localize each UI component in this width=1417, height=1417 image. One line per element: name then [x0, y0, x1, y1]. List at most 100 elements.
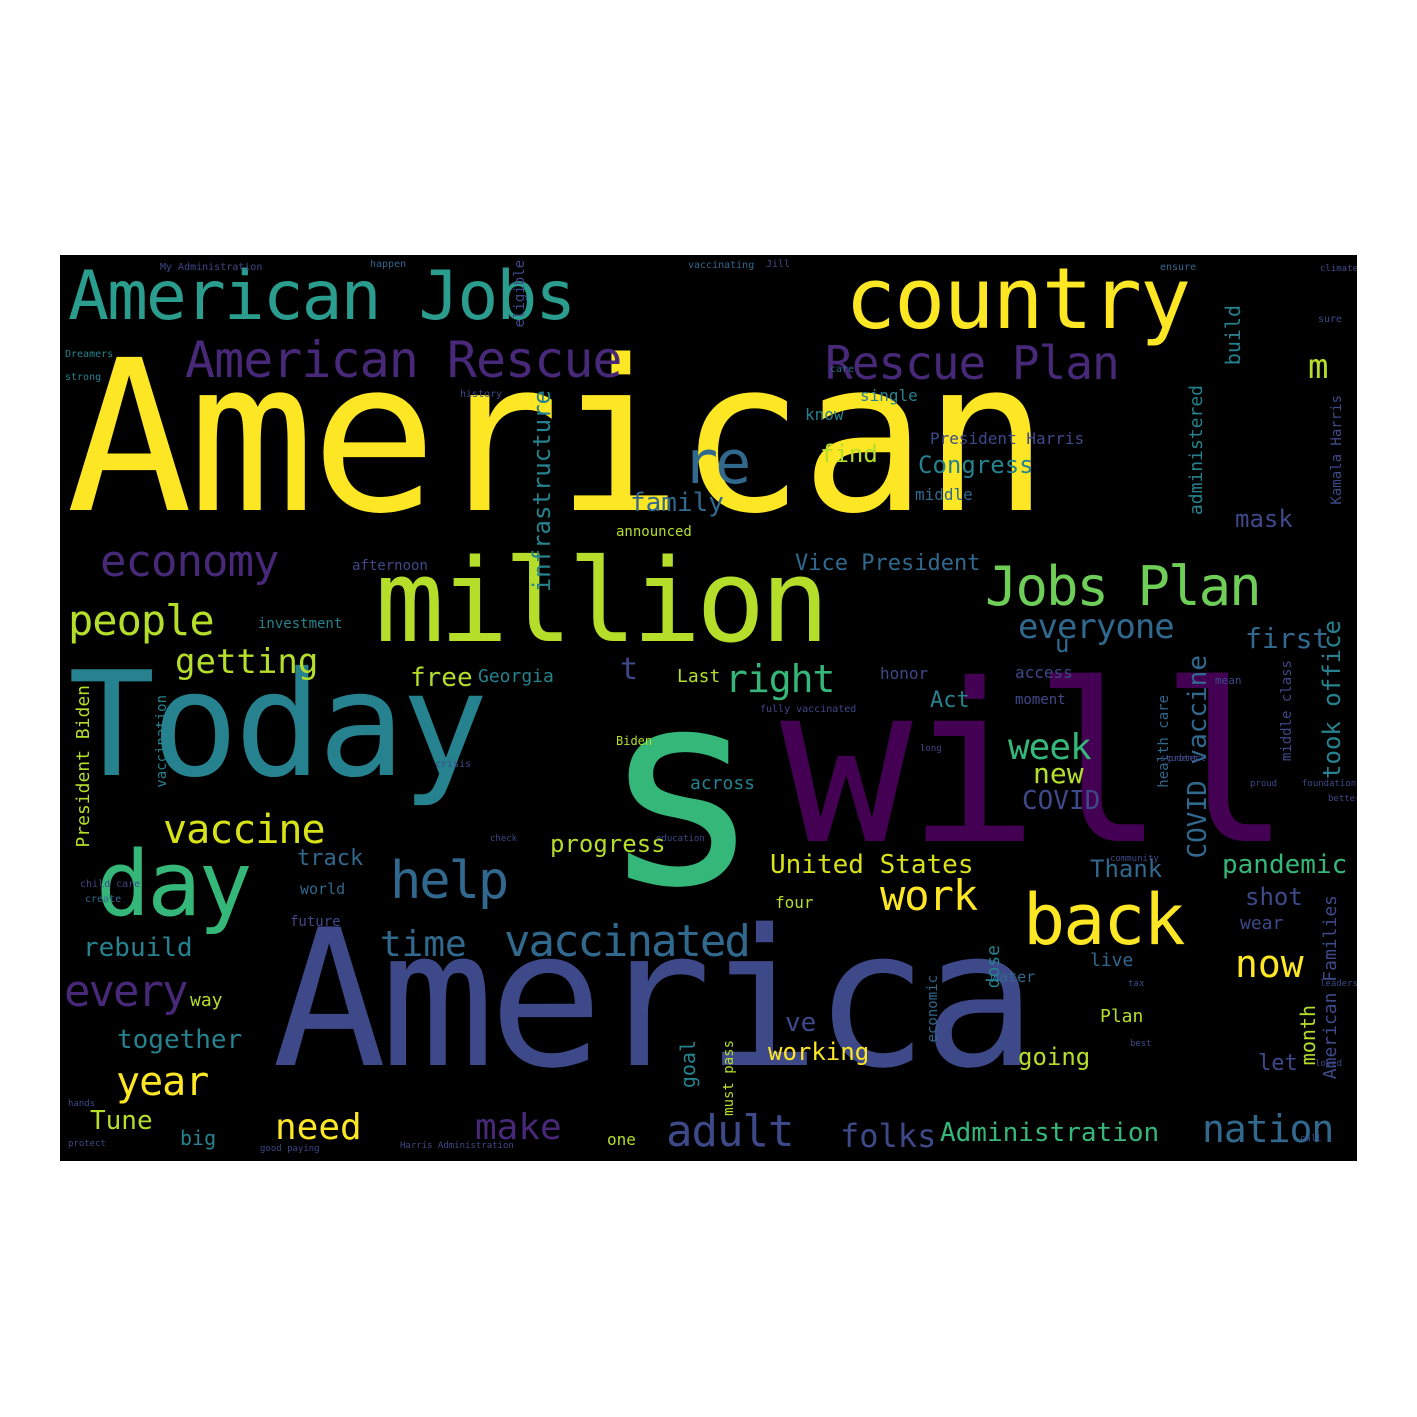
word: week	[1008, 727, 1092, 768]
word: Rescue Plan	[825, 336, 1120, 390]
word: vaccination	[154, 695, 170, 788]
word: month	[1296, 1005, 1320, 1066]
word: better	[1328, 794, 1357, 804]
word: Thank	[1090, 855, 1163, 883]
word: took office	[1318, 620, 1346, 779]
word: track	[297, 846, 364, 871]
word: right	[725, 657, 835, 701]
word: mask	[1235, 505, 1293, 533]
word: t	[620, 652, 639, 687]
word: hands	[68, 1099, 96, 1109]
word: m	[1308, 347, 1329, 387]
word: administered	[1186, 385, 1207, 516]
word: re	[682, 428, 751, 498]
word: Georgia	[478, 666, 554, 687]
word: Congress	[918, 451, 1034, 479]
word: proud	[1250, 779, 1278, 789]
word: COVID	[1022, 786, 1101, 816]
word: progress	[550, 830, 666, 858]
word: crisis	[435, 759, 472, 770]
word: future	[290, 914, 341, 930]
word: make	[475, 1107, 562, 1148]
word: protect	[68, 1139, 106, 1149]
word: every	[64, 966, 188, 1017]
word: together	[117, 1025, 243, 1055]
word: everyone	[1018, 607, 1175, 647]
word: protect	[1168, 754, 1206, 764]
word: build	[1221, 305, 1245, 366]
word: Vice President	[795, 551, 981, 576]
word: Plan	[1100, 1006, 1144, 1027]
word: United States	[770, 850, 974, 880]
word: Last	[677, 666, 721, 687]
word: care	[830, 364, 855, 375]
word: one	[607, 1130, 636, 1149]
word: going	[1018, 1043, 1091, 1071]
word: now	[1235, 942, 1304, 986]
word: people	[68, 596, 215, 645]
word: announced	[616, 524, 692, 540]
word: must pass	[721, 1040, 737, 1116]
word: health care	[1156, 695, 1172, 788]
word: middle class	[1279, 660, 1295, 762]
word: ensure	[1160, 262, 1197, 273]
word: family	[630, 488, 724, 518]
word: education	[656, 834, 705, 844]
word: tax	[1128, 979, 1145, 989]
word: eligible	[512, 260, 528, 328]
word: happen	[370, 259, 407, 270]
word: My Administration	[160, 262, 263, 273]
word: free	[410, 663, 473, 693]
word: Tune	[90, 1106, 153, 1136]
word: Administration	[940, 1118, 1160, 1148]
word: Kamala Harris	[1329, 395, 1345, 505]
word: day	[96, 832, 253, 937]
word: Harris Administration	[400, 1141, 514, 1151]
word: strong	[65, 372, 102, 383]
word: honor	[880, 664, 929, 683]
word: President Biden	[73, 685, 94, 848]
word: create	[85, 894, 122, 905]
word: sure	[1318, 314, 1343, 325]
word: ve	[785, 1008, 817, 1038]
word: American	[66, 315, 1049, 560]
word: nation	[1202, 1107, 1334, 1151]
word: infrastructure	[528, 390, 556, 593]
word: afternoon	[352, 558, 428, 574]
word: time	[380, 924, 467, 965]
word: call	[1300, 1134, 1322, 1144]
word: u	[1055, 630, 1070, 658]
word: first	[1245, 622, 1330, 655]
word: year	[116, 1059, 209, 1105]
word: American Jobs	[68, 257, 576, 336]
word: vaccinated	[504, 916, 751, 967]
word: way	[190, 990, 223, 1011]
word: help	[390, 851, 509, 911]
word: leadership	[1320, 979, 1357, 989]
word: need	[275, 1107, 362, 1148]
word: new	[1033, 757, 1084, 790]
word: economic	[925, 975, 941, 1043]
word: American Rescue	[185, 331, 623, 389]
word: moment	[1015, 692, 1066, 708]
word: child care	[80, 879, 141, 890]
word: live	[1090, 950, 1134, 971]
word: Jill	[766, 259, 791, 270]
word: student	[1160, 754, 1198, 764]
word: President Harris	[930, 429, 1085, 448]
word: pandemic	[1222, 850, 1348, 880]
word: will	[780, 637, 1292, 893]
word: economy	[100, 536, 279, 587]
word: investment	[258, 616, 343, 632]
word: Dreamers	[65, 349, 114, 360]
word: know	[805, 405, 844, 424]
word: long	[920, 744, 942, 754]
word: million	[375, 535, 830, 669]
word: goal	[676, 1040, 700, 1089]
word: back	[1023, 879, 1186, 961]
word: folks	[840, 1117, 937, 1155]
word: Act	[930, 688, 970, 713]
word: let	[1258, 1051, 1298, 1076]
word: foundation	[1302, 779, 1357, 789]
word: climate	[1320, 264, 1357, 274]
